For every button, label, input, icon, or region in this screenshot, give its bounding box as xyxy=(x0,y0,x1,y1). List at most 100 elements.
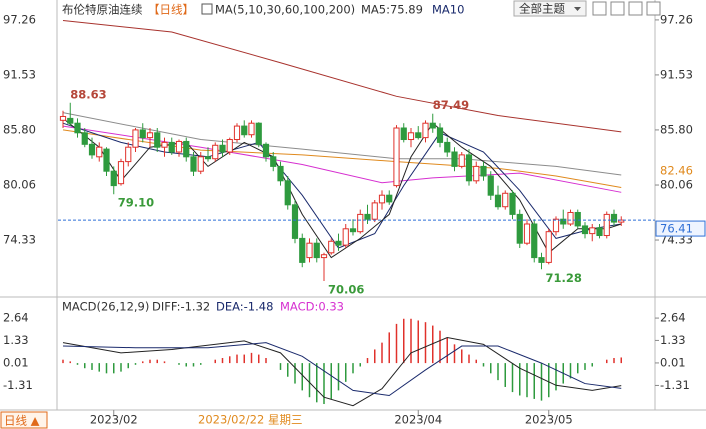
candle-body xyxy=(132,129,139,148)
candle-body xyxy=(291,204,299,239)
candle-body xyxy=(480,165,487,177)
candle-body xyxy=(596,227,603,237)
candle-body xyxy=(429,122,436,129)
price-annotation: 87.49 xyxy=(433,98,469,112)
y-tick-label: 80.06 xyxy=(3,178,36,192)
period-button-label: 日线 ▲ xyxy=(4,414,40,428)
marker-label: 82.46 xyxy=(660,163,693,177)
candle-body xyxy=(560,218,567,225)
price-annotation: 79.10 xyxy=(118,196,154,210)
y-tick-label-right: -1.31 xyxy=(660,378,690,392)
ma-line xyxy=(62,125,622,193)
macd-label: MACD:0.33 xyxy=(280,300,344,314)
candle-body xyxy=(241,125,248,136)
y-tick-label: 91.53 xyxy=(3,67,36,81)
candle-body xyxy=(284,180,291,206)
macd-title: MACD(26,12,9) xyxy=(62,300,149,314)
candle-body xyxy=(320,254,328,259)
candle-body xyxy=(175,140,183,153)
candle-body xyxy=(509,192,516,215)
candle-body xyxy=(357,213,364,233)
candle-body xyxy=(400,127,407,141)
candle-body xyxy=(487,175,494,196)
icon-button[interactable] xyxy=(628,1,643,16)
price-annotation: 88.63 xyxy=(70,87,106,101)
ma-toggle[interactable] xyxy=(201,3,213,15)
candle-body xyxy=(342,228,349,246)
candle-body xyxy=(313,242,320,259)
candle-body xyxy=(349,228,357,233)
dropdown-arrow xyxy=(574,7,581,11)
candle-body xyxy=(139,129,146,139)
y-tick-label: 0.01 xyxy=(3,355,29,369)
candle-body xyxy=(74,122,81,134)
candle-body xyxy=(299,237,306,263)
candle-body xyxy=(523,223,531,244)
candle-body xyxy=(262,143,270,158)
theme-button[interactable] xyxy=(513,0,587,17)
y-tick-label-right: 2.64 xyxy=(660,311,686,325)
candle-body xyxy=(96,146,103,158)
price-annotation: 71.28 xyxy=(546,271,582,285)
ma-line xyxy=(62,337,622,407)
y-tick-label-right: 0.01 xyxy=(660,355,686,369)
candle-body xyxy=(335,240,342,246)
candle-body xyxy=(502,192,509,208)
candle-body xyxy=(248,122,255,136)
candle-body xyxy=(465,154,473,182)
x-tick-label: 2023/04 xyxy=(394,413,442,427)
theme-button-label: 全部主题 xyxy=(519,2,565,16)
candle-body xyxy=(146,132,154,139)
candle-body xyxy=(378,194,386,204)
y-tick-label-right: 1.33 xyxy=(660,333,686,347)
candle-body xyxy=(444,141,451,153)
icon-button[interactable] xyxy=(610,1,625,16)
candle-body xyxy=(610,213,618,223)
candle-body xyxy=(226,139,233,153)
period: 【日线】 xyxy=(148,3,194,17)
dea-label: DEA:-1.48 xyxy=(216,300,273,314)
candle-body xyxy=(618,219,625,223)
x-tick-label: 2023/05 xyxy=(525,413,573,427)
candle-body xyxy=(183,140,190,158)
icon-button[interactable] xyxy=(646,1,661,16)
candle-body xyxy=(328,240,335,254)
candle-body xyxy=(306,242,313,259)
candle-body xyxy=(125,146,132,163)
price-annotation: 70.06 xyxy=(328,283,364,297)
diff-label: DIFF:-1.32 xyxy=(152,300,210,314)
candle-body xyxy=(255,122,262,145)
candle-body xyxy=(204,156,212,160)
y-tick-label: 2.64 xyxy=(3,311,29,325)
candle-body xyxy=(603,213,610,237)
candle-body xyxy=(233,125,241,141)
ma-line xyxy=(62,342,622,397)
candle-body xyxy=(567,211,574,225)
candle-body xyxy=(451,151,458,167)
candle-body xyxy=(168,141,175,153)
y-tick-label-right: 97.26 xyxy=(660,12,693,26)
y-tick-label-right: 85.80 xyxy=(660,122,693,136)
y-tick-label: 1.33 xyxy=(3,333,29,347)
ma10-label: MA10 xyxy=(432,3,464,17)
icon-button[interactable] xyxy=(592,1,607,16)
y-tick-label: -1.31 xyxy=(3,378,33,392)
candle-body xyxy=(458,154,465,167)
candle-body xyxy=(415,132,422,139)
last-price-box xyxy=(655,220,706,237)
y-tick-label-right: 80.06 xyxy=(660,178,693,192)
y-tick-label: 74.33 xyxy=(3,233,36,247)
title: 布伦特原油连续 xyxy=(62,3,143,17)
candle-body xyxy=(422,122,429,139)
candle-body xyxy=(103,148,110,172)
candle-body xyxy=(81,132,88,145)
ma-line xyxy=(62,19,622,133)
candle-body xyxy=(270,156,277,167)
candle-body xyxy=(277,165,284,182)
period-button[interactable] xyxy=(0,411,48,429)
candle-body xyxy=(364,213,371,220)
y-tick-label: 97.26 xyxy=(3,12,36,26)
candle-body xyxy=(574,211,581,227)
